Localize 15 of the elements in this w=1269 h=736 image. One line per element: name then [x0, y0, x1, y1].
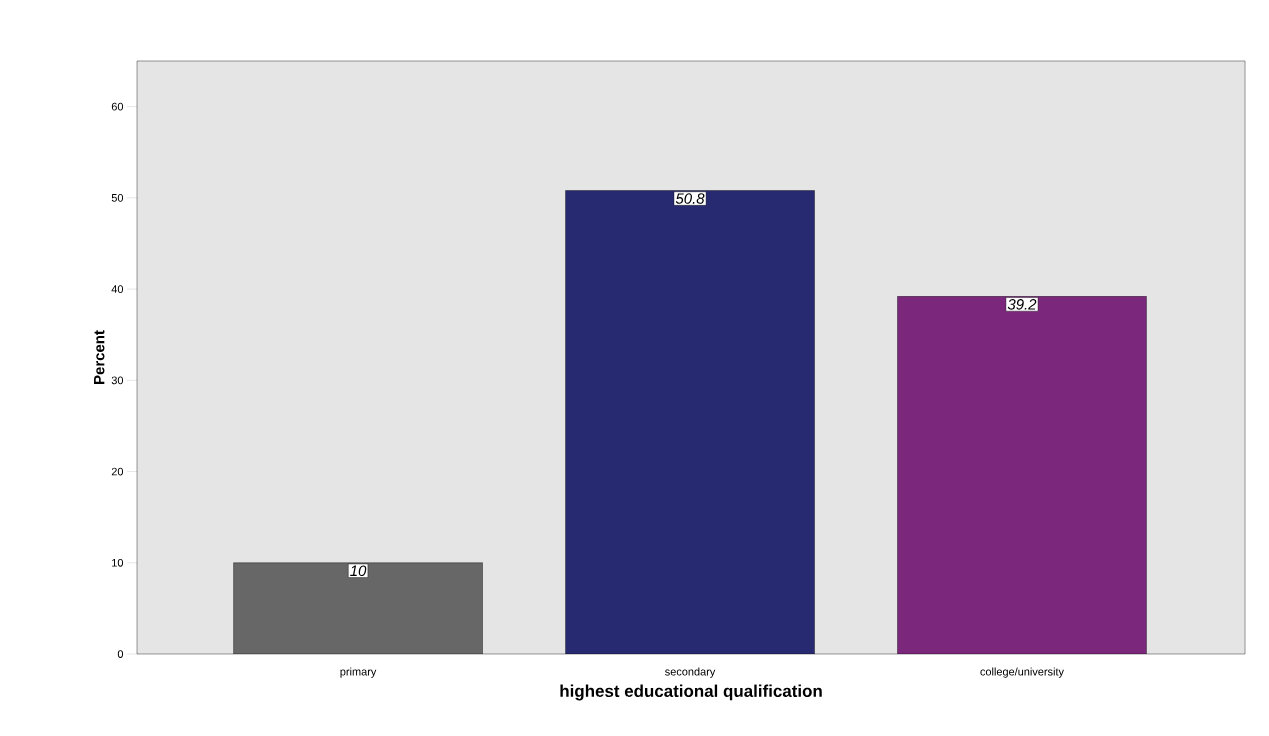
y-tick-label: 30: [111, 376, 124, 385]
data-label: 50.8: [675, 193, 705, 204]
y-tick-label: 0: [117, 650, 124, 658]
y-tick-label: 20: [111, 467, 124, 476]
y-axis-title: Percent: [94, 330, 105, 384]
x-axis-title: highest educational qualification: [560, 684, 822, 701]
x-tick-label: secondary: [665, 667, 716, 678]
data-label: 10: [350, 565, 367, 577]
y-tick-label: 10: [112, 558, 124, 567]
y-tick-label: 40: [111, 285, 124, 293]
data-label: 39.2: [1007, 299, 1037, 310]
y-tick-label: 50: [111, 193, 124, 202]
x-tick-label: college/university: [980, 667, 1064, 678]
x-tick-label: primary: [340, 667, 377, 678]
y-tick-label: 60: [111, 102, 124, 111]
